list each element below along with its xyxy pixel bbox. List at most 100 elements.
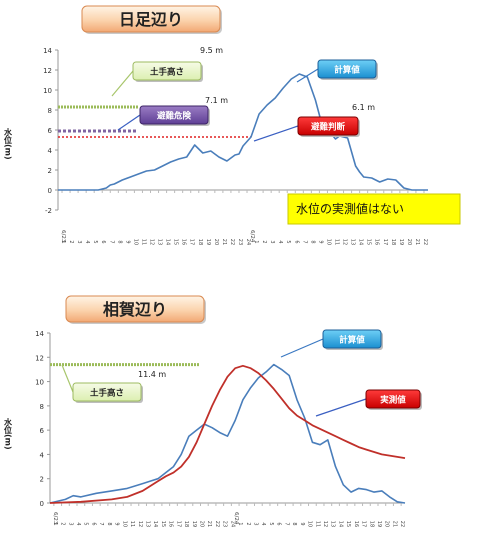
x-tick-label: 10: [307, 521, 313, 527]
x-tick-label: 15: [173, 239, 179, 245]
x-tick-label: 18: [197, 239, 203, 245]
callout-box: [72, 382, 142, 402]
x-tick-label: 24: [245, 239, 251, 245]
callout-label: 計算値: [339, 335, 365, 346]
x-tick-label: 10: [325, 239, 331, 245]
annotation-label: 7.1 m: [205, 96, 228, 105]
callout-pointer: [280, 338, 324, 358]
x-tick-label: 2: [68, 240, 74, 243]
x-tick-label: 20: [198, 521, 204, 527]
x-tick-label: 6: [100, 240, 106, 243]
x-tick-label: 3: [269, 240, 275, 243]
x-tick-label: 14: [152, 521, 158, 527]
x-tick-label: 22: [214, 521, 220, 527]
x-tick-label: 14: [165, 239, 171, 245]
callout-box: [132, 61, 202, 81]
x-tick-label: 12: [342, 239, 348, 245]
x-tick-label: 6: [293, 240, 299, 243]
y-tick-label: 0: [40, 500, 44, 508]
callout-label: 土手高さ: [150, 67, 184, 78]
x-tick-label: 17: [382, 239, 388, 245]
x-tick-label: 23: [222, 521, 228, 527]
callout-box: [365, 389, 421, 409]
callout-label: 計算値: [334, 65, 360, 76]
x-tick-label: 15: [366, 239, 372, 245]
y-tick-label: 10: [35, 379, 44, 387]
x-tick-label: 21: [221, 239, 227, 245]
y-tick-label: -2: [45, 207, 52, 215]
x-tick-label: 19: [205, 239, 211, 245]
note-box: [287, 193, 461, 225]
x-date-label: 6/24: [233, 512, 239, 525]
x-tick-label: 9: [124, 240, 130, 243]
x-tick-label: 8: [291, 522, 297, 525]
x-tick-label: 13: [330, 521, 336, 527]
x-tick-label: 7: [301, 240, 307, 243]
series-line: [49, 363, 406, 504]
callout-label: 土手高さ: [90, 388, 124, 399]
x-tick-label: 11: [140, 239, 146, 245]
x-tick-label: 16: [353, 521, 359, 527]
x-tick-label: 1: [253, 240, 259, 243]
y-tick-label: 8: [40, 403, 44, 411]
x-date-label: 6/23: [60, 230, 66, 243]
x-tick-label: 17: [361, 521, 367, 527]
x-tick-label: 4: [260, 522, 266, 525]
x-tick-label: 19: [376, 521, 382, 527]
x-tick-label: 11: [334, 239, 340, 245]
title-box: [65, 295, 205, 323]
x-tick-label: 23: [237, 239, 243, 245]
x-tick-label: 9: [317, 240, 323, 243]
callout-box: [139, 105, 209, 125]
x-tick-label: 3: [253, 522, 259, 525]
x-tick-label: 14: [337, 521, 343, 527]
chart-title: 相賀辺り: [103, 300, 167, 319]
x-tick-label: 4: [75, 522, 81, 525]
x-tick-label: 16: [181, 239, 187, 245]
x-tick-label: 6: [276, 522, 282, 525]
y-tick-label: 10: [43, 87, 52, 95]
x-tick-label: 3: [67, 522, 73, 525]
y-axis-label: 水位(m): [3, 417, 13, 450]
callout-pointer: [61, 364, 74, 393]
callout-box: [322, 329, 382, 349]
callout-pointer: [253, 125, 299, 142]
x-tick-label: 7: [283, 522, 289, 525]
series-line: [49, 364, 406, 504]
x-tick-label: 18: [390, 239, 396, 245]
x-tick-label: 10: [132, 239, 138, 245]
y-tick-label: 0: [48, 187, 52, 195]
x-tick-label: 10: [121, 521, 127, 527]
x-date-label: 6/24: [249, 230, 255, 243]
series-line: [58, 73, 428, 191]
y-tick-label: 2: [48, 167, 52, 175]
callout-pointer: [296, 68, 319, 83]
x-tick-label: 13: [350, 239, 356, 245]
chart-title: 日足辺り: [119, 10, 183, 29]
x-date-label: 6/23: [52, 512, 58, 525]
callout-box: [297, 116, 359, 136]
annotation-label: 9.5 m: [200, 46, 223, 55]
x-tick-label: 5: [92, 240, 98, 243]
x-tick-label: 2: [245, 522, 251, 525]
x-tick-label: 8: [309, 240, 315, 243]
y-tick-label: 14: [35, 330, 44, 338]
x-tick-label: 8: [106, 522, 112, 525]
x-tick-label: 19: [398, 239, 404, 245]
x-tick-label: 7: [98, 522, 104, 525]
callout-pointer: [117, 114, 141, 131]
x-tick-label: 1: [237, 522, 243, 525]
y-tick-label: 12: [35, 354, 44, 362]
x-tick-label: 9: [299, 522, 305, 525]
x-tick-label: 12: [322, 521, 328, 527]
y-tick-label: 6: [40, 427, 45, 435]
x-tick-label: 7: [108, 240, 114, 243]
x-tick-label: 3: [76, 240, 82, 243]
y-tick-label: 8: [48, 107, 52, 115]
x-tick-label: 20: [384, 521, 390, 527]
title-box: [81, 5, 221, 33]
x-tick-label: 21: [391, 521, 397, 527]
x-tick-label: 4: [84, 240, 90, 243]
